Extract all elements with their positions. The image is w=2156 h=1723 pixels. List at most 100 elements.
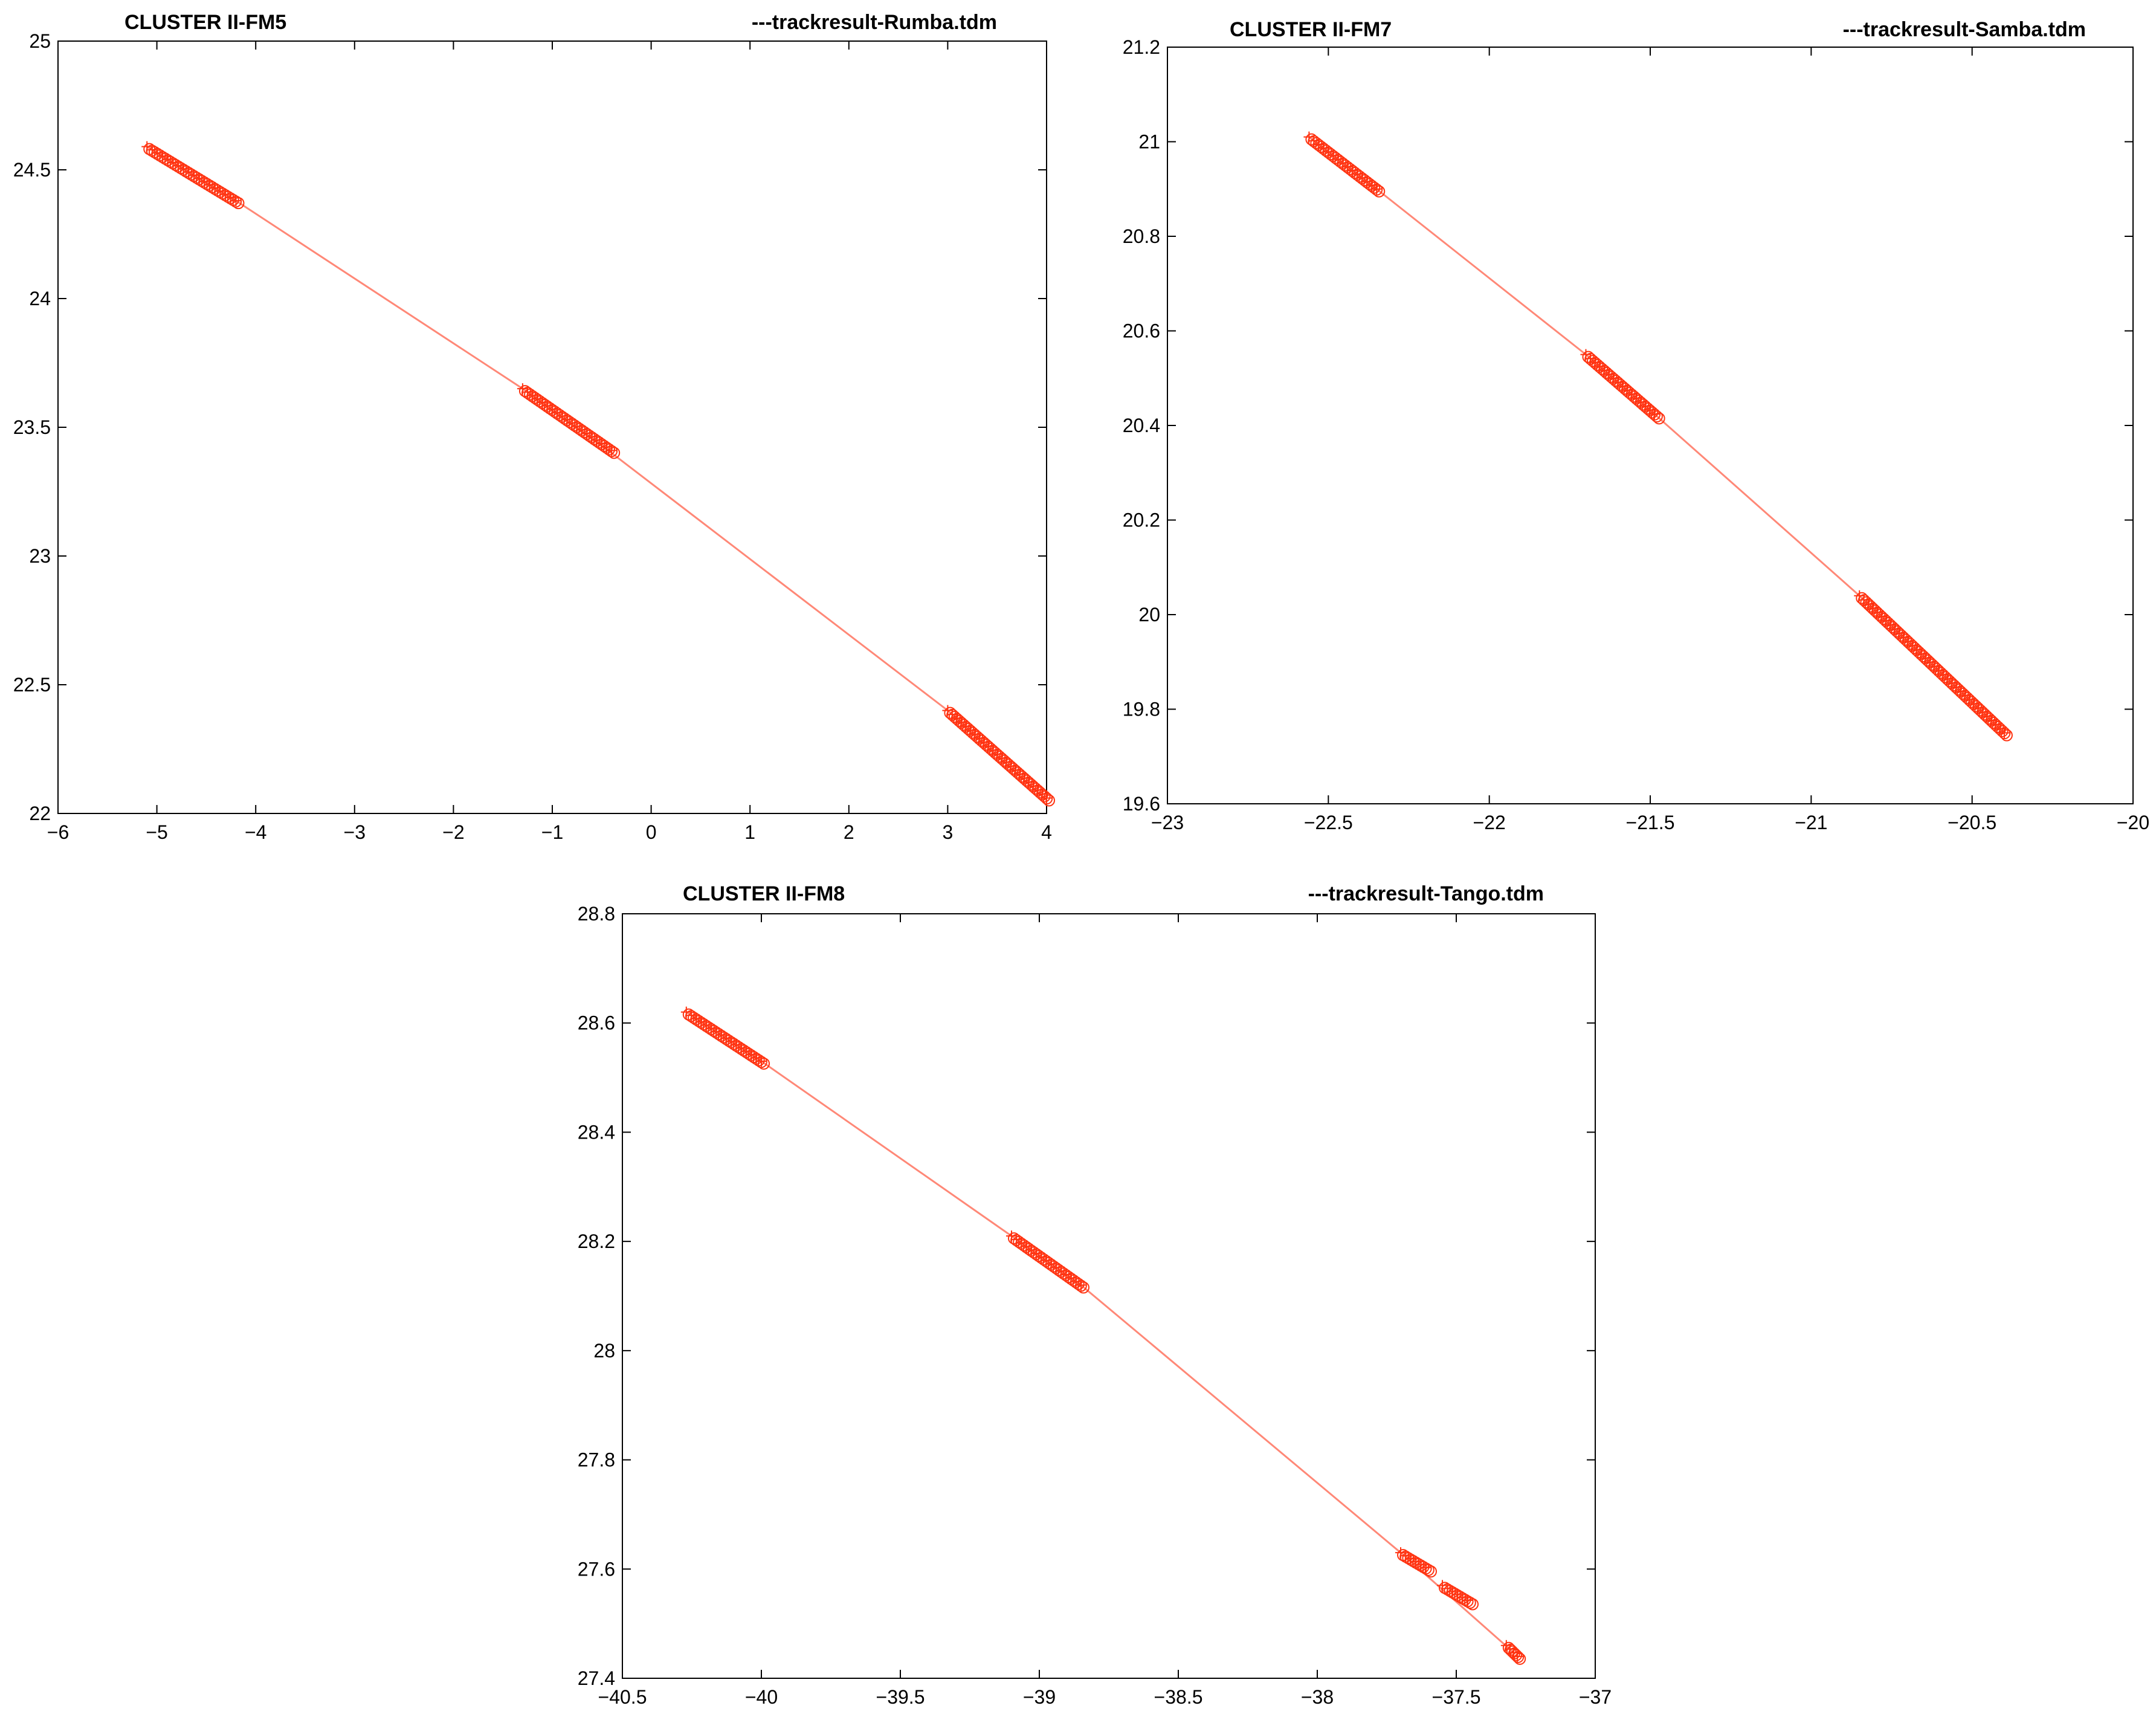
track-marker-circle xyxy=(1034,786,1047,799)
y-tick-label: 27.8 xyxy=(578,1449,615,1471)
track-marker-circle xyxy=(1464,1597,1476,1609)
track-marker-circle xyxy=(1869,604,1882,617)
track-marker-circle xyxy=(971,731,984,743)
chart-subtitle: ---trackresult-Tango.tdm xyxy=(1308,882,1544,905)
track-marker-circle xyxy=(1978,708,1991,721)
track-marker-circle xyxy=(1373,185,1386,198)
track-marker-circle xyxy=(1957,687,1969,700)
track-marker-circle xyxy=(1628,390,1641,403)
track-segment xyxy=(1854,590,2013,742)
track-marker-circle xyxy=(1917,650,1929,662)
track-marker-circle xyxy=(232,197,245,210)
track-marker-circle xyxy=(1650,410,1663,423)
track-segment xyxy=(1580,349,1665,425)
y-tick-label: 28.4 xyxy=(578,1121,615,1143)
y-tick-label: 20.8 xyxy=(1123,225,1160,247)
track-marker-circle xyxy=(2000,729,2013,742)
track-marker-circle xyxy=(1587,355,1599,367)
chart-title: CLUSTER II-FM8 xyxy=(683,882,845,905)
track-marker-circle xyxy=(1510,1649,1523,1661)
y-tick-label: 28 xyxy=(593,1340,615,1362)
track-marker-plus xyxy=(606,445,618,456)
x-tick-label: −1 xyxy=(541,821,563,843)
track-marker-plus xyxy=(1076,1279,1086,1291)
track-marker-circle xyxy=(1011,766,1024,779)
track-marker-circle xyxy=(1904,638,1917,650)
x-tick-label: −38.5 xyxy=(1154,1686,1203,1708)
x-tick-label: −20.5 xyxy=(1948,812,1996,833)
x-tick-label: −20 xyxy=(2117,812,2149,833)
x-tick-label: −2 xyxy=(442,821,464,843)
y-tick-label: 23.5 xyxy=(13,416,51,438)
track-marker-circle xyxy=(1422,1563,1435,1576)
y-tick-label: 28.2 xyxy=(578,1230,615,1252)
x-tick-label: 2 xyxy=(844,821,854,843)
track-segment xyxy=(141,141,245,210)
x-tick-label: 3 xyxy=(943,821,954,843)
x-tick-label: −6 xyxy=(47,821,69,843)
track-marker-circle xyxy=(1948,679,1960,692)
track-marker-circle xyxy=(1895,629,1908,642)
track-marker-circle xyxy=(1987,716,2000,729)
track-marker-circle xyxy=(1007,762,1019,775)
track-marker-plus xyxy=(1648,409,1660,420)
x-tick-label: −38 xyxy=(1301,1686,1334,1708)
track-segment xyxy=(1500,1640,1526,1665)
track-marker-circle xyxy=(1653,412,1665,425)
track-marker-circle xyxy=(1002,758,1015,771)
track-marker-circle xyxy=(608,447,621,459)
y-tick-label: 20.4 xyxy=(1123,415,1160,436)
chart-fm8: CLUSTER II-FM8 ---trackresult-Tango.tdm … xyxy=(578,882,1612,1708)
y-tick-label: 28.6 xyxy=(578,1012,615,1034)
chart-subtitle: ---trackresult-Samba.tdm xyxy=(1843,18,2086,41)
y-tick-label: 28.8 xyxy=(578,903,615,925)
track-segment xyxy=(1437,1580,1479,1611)
track-marker-plus xyxy=(1041,792,1052,804)
track-marker-circle xyxy=(1605,370,1618,383)
y-tick-label: 20.6 xyxy=(1123,320,1160,342)
track-marker-circle xyxy=(758,1057,770,1070)
track-marker-circle xyxy=(957,719,970,731)
x-tick-label: 0 xyxy=(646,821,657,843)
track-marker-plus xyxy=(1371,183,1383,195)
track-marker-circle xyxy=(1609,375,1622,387)
x-tick-label: −39 xyxy=(1023,1686,1056,1708)
y-tick-label: 21.2 xyxy=(1123,36,1160,58)
track-marker-circle xyxy=(962,722,975,735)
track-marker-circle xyxy=(1899,633,1912,646)
track-marker-circle xyxy=(1983,713,1995,725)
track-marker-circle xyxy=(1939,671,1952,684)
track-marker-circle xyxy=(966,726,979,739)
track-marker-circle xyxy=(1965,696,1978,708)
track-marker-circle xyxy=(1877,613,1890,626)
track-marker-circle xyxy=(944,706,957,719)
track-marker-circle xyxy=(1025,778,1038,791)
track-marker-circle xyxy=(1038,790,1051,803)
chart-title: CLUSTER II-FM5 xyxy=(124,11,286,34)
track-marker-circle xyxy=(1864,600,1877,613)
track-segment xyxy=(1303,131,1386,198)
track-marker-circle xyxy=(1891,625,1903,638)
track-segment xyxy=(942,705,1055,807)
x-tick-label: −5 xyxy=(146,821,167,843)
y-tick-label: 24 xyxy=(29,288,51,309)
track-marker-circle xyxy=(1641,402,1654,415)
x-tick-label: −21.5 xyxy=(1626,812,1675,833)
track-marker-circle xyxy=(1992,720,2004,733)
track-marker-circle xyxy=(1029,782,1042,795)
track-marker-circle xyxy=(1912,646,1925,659)
track-marker-circle xyxy=(1886,621,1899,633)
y-tick-label: 20.2 xyxy=(1123,509,1160,531)
track-marker-circle xyxy=(980,739,992,751)
track-marker-circle xyxy=(1467,1598,1479,1611)
track-marker-circle xyxy=(984,742,997,755)
x-tick-label: 4 xyxy=(1041,821,1052,843)
y-tick-label: 22 xyxy=(29,803,51,824)
x-tick-label: −39.5 xyxy=(876,1686,925,1708)
track-marker-circle xyxy=(1856,592,1868,604)
y-tick-label: 24.5 xyxy=(13,159,51,181)
track-marker-circle xyxy=(1882,616,1894,629)
x-tick-label: −3 xyxy=(344,821,366,843)
track-marker-circle xyxy=(953,714,966,727)
y-tick-label: 27.4 xyxy=(578,1667,615,1689)
